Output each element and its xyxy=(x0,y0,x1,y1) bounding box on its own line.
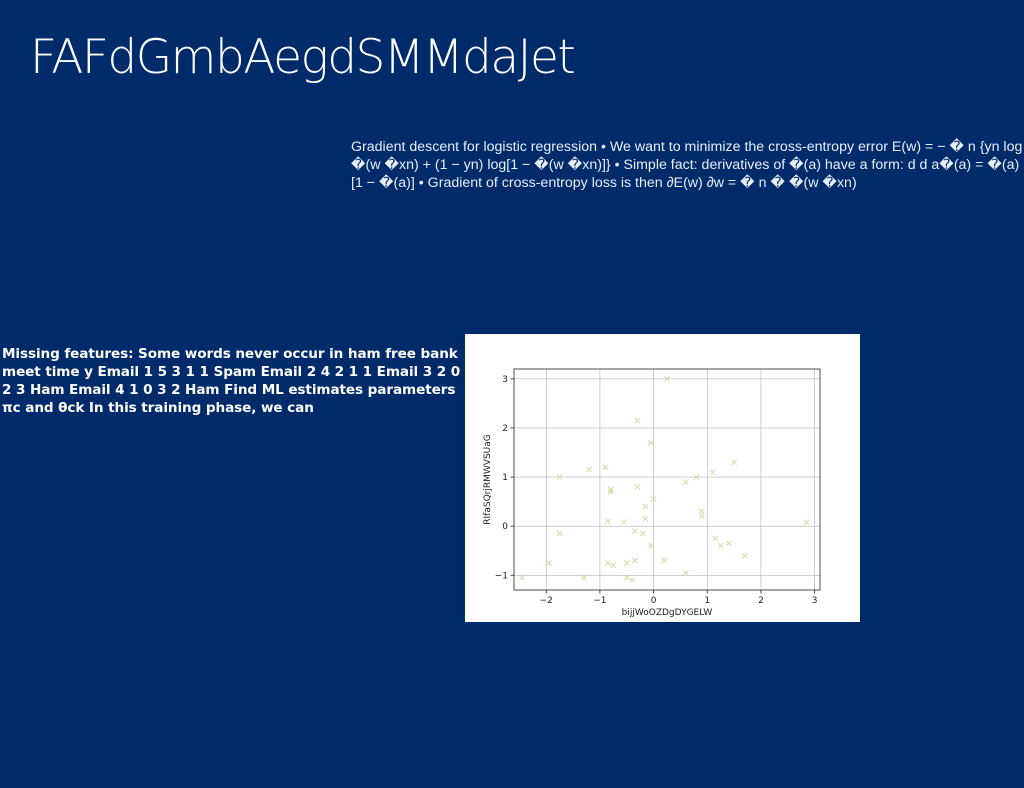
scatter-point xyxy=(631,557,638,564)
scatter-point xyxy=(607,486,614,493)
scatter-point xyxy=(698,508,705,515)
x-tick-label: 0 xyxy=(651,596,657,606)
y-axis-label: RIfaSQrjRMWVSUaG xyxy=(483,434,493,524)
chart-grid xyxy=(514,369,820,590)
scatter-point xyxy=(709,469,716,476)
scatter-chart-card: −2 −1 0 1 2 3 −1 0 1 2 3 bijjWoOZDgDYGELW RIfaSQrj… xyxy=(465,334,860,622)
chart-ticks: −2 −1 0 1 2 3 −1 0 1 2 3 xyxy=(495,375,818,606)
scatter-point xyxy=(664,375,670,382)
scatter-point xyxy=(642,503,649,510)
scatter-point xyxy=(647,439,654,446)
scatter-point xyxy=(650,496,657,503)
x-tick-label: −1 xyxy=(593,596,606,606)
scatter-point xyxy=(580,574,587,581)
scatter-point xyxy=(556,530,563,537)
scatter-chart: −2 −1 0 1 2 3 −1 0 1 2 3 bijjWoOZDgDYGELW RIfaSQrj… xyxy=(483,368,821,618)
scatter-point xyxy=(661,557,668,564)
scatter-point xyxy=(698,513,705,520)
scatter-point xyxy=(647,542,654,549)
scatter-point xyxy=(803,519,810,526)
scatter-point xyxy=(634,417,641,424)
scatter-point xyxy=(717,542,724,549)
scatter-point xyxy=(725,540,732,547)
scatter-point xyxy=(693,474,700,481)
x-axis-label: bijjWoOZDgDYGELW xyxy=(622,608,713,618)
plot-frame xyxy=(513,368,821,591)
scatter-point xyxy=(607,488,614,495)
x-tick-label: 1 xyxy=(704,596,710,606)
scatter-point xyxy=(545,560,552,566)
slide-body-text: Gradient descent for logistic regression… xyxy=(351,139,1023,191)
scatter-point xyxy=(642,515,649,522)
x-tick-label: 3 xyxy=(812,596,818,606)
scatter-point xyxy=(556,474,563,481)
scatter-point xyxy=(741,552,748,559)
scatter-point xyxy=(623,574,630,581)
scatter-point xyxy=(604,518,611,525)
scatter-point xyxy=(586,466,593,473)
scatter-point xyxy=(639,530,646,537)
scatter-point xyxy=(621,519,628,526)
scatter-point xyxy=(604,560,611,566)
scatter-point xyxy=(629,577,636,584)
chart-points xyxy=(519,375,810,584)
scatter-point xyxy=(712,535,719,542)
scatter-point xyxy=(731,459,738,466)
scatter-point xyxy=(682,569,689,576)
scatter-point xyxy=(610,562,617,569)
scatter-point xyxy=(602,464,609,471)
y-tick-label: 2 xyxy=(502,424,508,434)
scatter-point xyxy=(519,574,526,581)
y-tick-label: 1 xyxy=(502,473,508,483)
scatter-point xyxy=(634,483,641,490)
y-tick-label: −1 xyxy=(495,571,508,581)
scatter-point xyxy=(631,528,638,535)
x-tick-label: −2 xyxy=(540,596,553,606)
y-tick-label: 3 xyxy=(502,375,508,385)
slide-title: FAFdGmbAegdSMMdaJet xyxy=(30,30,576,85)
scatter-point xyxy=(623,560,630,566)
y-tick-label: 0 xyxy=(502,522,508,532)
scatter-point xyxy=(682,478,689,485)
x-tick-label: 2 xyxy=(758,596,764,606)
side-text-block: Missing features: Some words never occur… xyxy=(2,346,461,416)
